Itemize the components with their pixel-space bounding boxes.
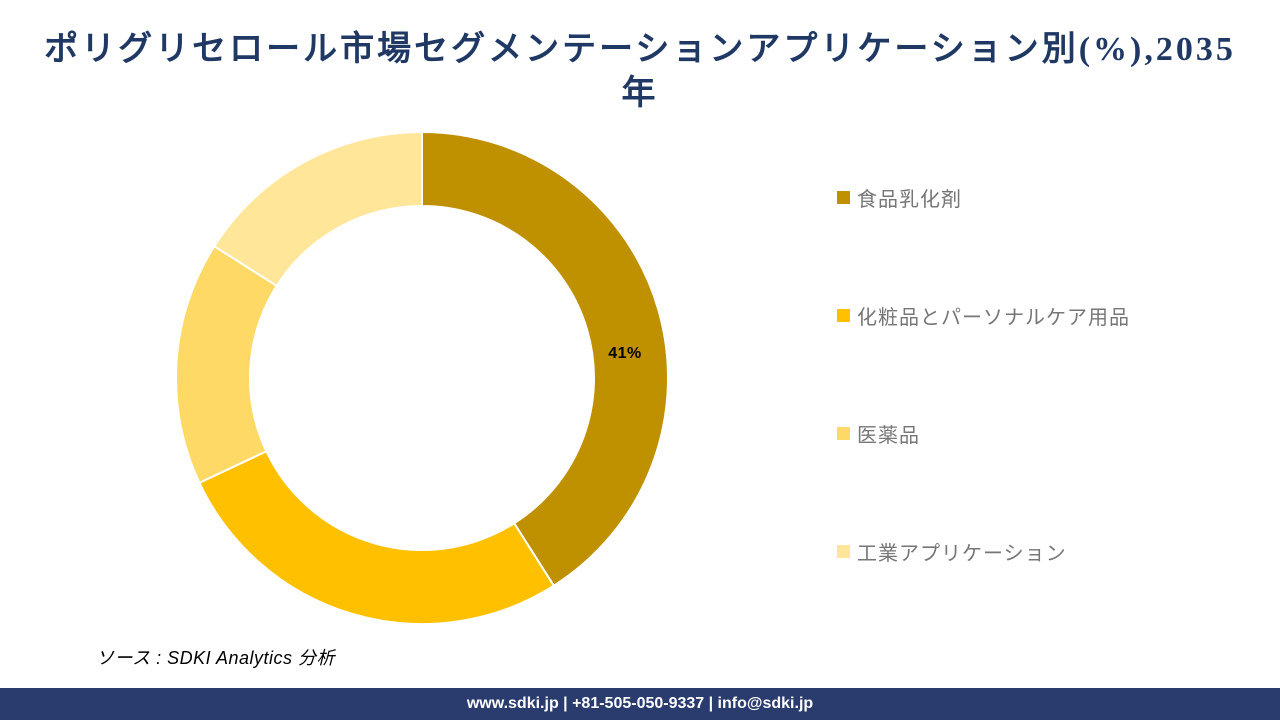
donut-segment-pharmaceuticals[interactable] (175, 244, 279, 485)
chart-legend: 食品乳化剤 化粧品とパーソナルケア用品 医薬品 工業アプリケーション (837, 185, 1130, 657)
legend-swatch-icon (837, 426, 850, 440)
source-note: ソース : SDKI Analytics 分析 (96, 648, 335, 668)
legend-label: 食品乳化剤 (857, 188, 962, 211)
footer-bar: www.sdki.jp | +81-505-050-9337 | info@sd… (0, 688, 1280, 720)
legend-swatch-icon (837, 308, 850, 322)
footer-contact-text: www.sdki.jp | +81-505-050-9337 | info@sd… (466, 695, 814, 712)
legend-item-cosmetics-personal-care[interactable]: 化粧品とパーソナルケア用品 (837, 303, 1130, 329)
legend-swatch-icon (837, 544, 850, 558)
legend-label: 医薬品 (857, 424, 920, 447)
legend-item-industrial-applications[interactable]: 工業アプリケーション (837, 539, 1130, 565)
donut-segment-food-emulsifier[interactable] (421, 130, 669, 588)
legend-item-food-emulsifier[interactable]: 食品乳化剤 (837, 185, 1130, 211)
legend-label: 化粧品とパーソナルケア用品 (857, 306, 1130, 329)
donut-segment-cosmetics-personal-care[interactable] (198, 449, 556, 625)
legend-item-pharmaceuticals[interactable]: 医薬品 (837, 421, 1130, 447)
page-title: ポリグリセロール市場セグメンテーションアプリケーション別(%),2035 年 (0, 28, 1280, 116)
legend-swatch-icon (837, 190, 850, 204)
page-title-line-1: ポリグリセロール市場セグメンテーションアプリケーション別(%),2035 (44, 31, 1236, 68)
donut-segment-industrial-applications[interactable] (212, 130, 423, 288)
page-title-line-2: 年 (621, 75, 659, 112)
legend-label: 工業アプリケーション (857, 542, 1067, 565)
data-label-food-emulsifier: 41% (608, 345, 642, 362)
